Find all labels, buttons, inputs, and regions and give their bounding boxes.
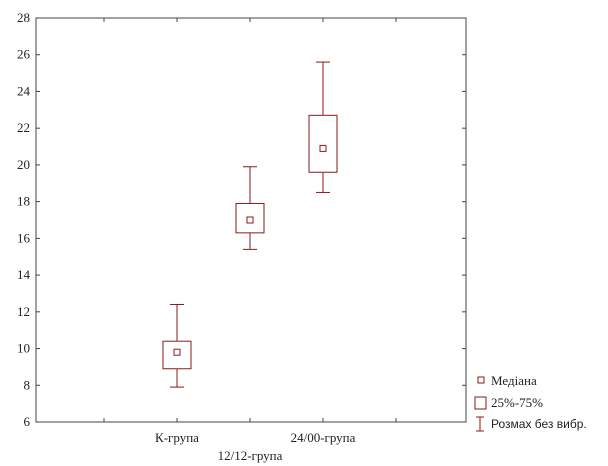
legend-box-icon	[474, 396, 487, 410]
box-group	[308, 61, 338, 193]
y-tick-label: 26	[17, 47, 31, 62]
x-category-label: 24/00-група	[291, 430, 356, 445]
y-tick-label: 6	[24, 414, 31, 429]
median-marker	[173, 348, 181, 356]
y-tick-label: 10	[17, 341, 30, 356]
legend-range-label: Розмах без вибр.	[491, 417, 587, 431]
y-tick-label: 18	[17, 194, 30, 209]
y-tick-label: 24	[17, 83, 31, 98]
y-tick-label: 22	[17, 120, 30, 135]
y-tick-label: 8	[24, 377, 31, 392]
median-marker	[319, 144, 327, 152]
y-tick-label: 20	[17, 157, 30, 172]
box-group	[235, 166, 265, 250]
x-axis: К-група 12/12-група 24/00-група	[103, 18, 397, 463]
y-tick-label: 16	[17, 230, 31, 245]
x-category-label: 12/12-група	[218, 448, 283, 463]
box-group	[162, 303, 192, 388]
legend-median-label: Медіана	[491, 373, 537, 388]
x-category-label: К-група	[155, 430, 199, 445]
iqr-box	[308, 114, 338, 173]
y-tick-label: 12	[17, 304, 30, 319]
y-tick-label: 14	[17, 267, 31, 282]
legend: Медіана 25%-75% Розмах без вибр.	[474, 373, 587, 432]
y-tick-label: 28	[17, 10, 30, 25]
legend-box-label: 25%-75%	[491, 395, 543, 410]
y-axis: 6 8 10 12 14 16 18 20 22 24 26 28	[17, 10, 466, 429]
legend-median-icon	[477, 376, 485, 384]
median-marker	[246, 216, 254, 224]
box-plot-series	[162, 61, 338, 388]
